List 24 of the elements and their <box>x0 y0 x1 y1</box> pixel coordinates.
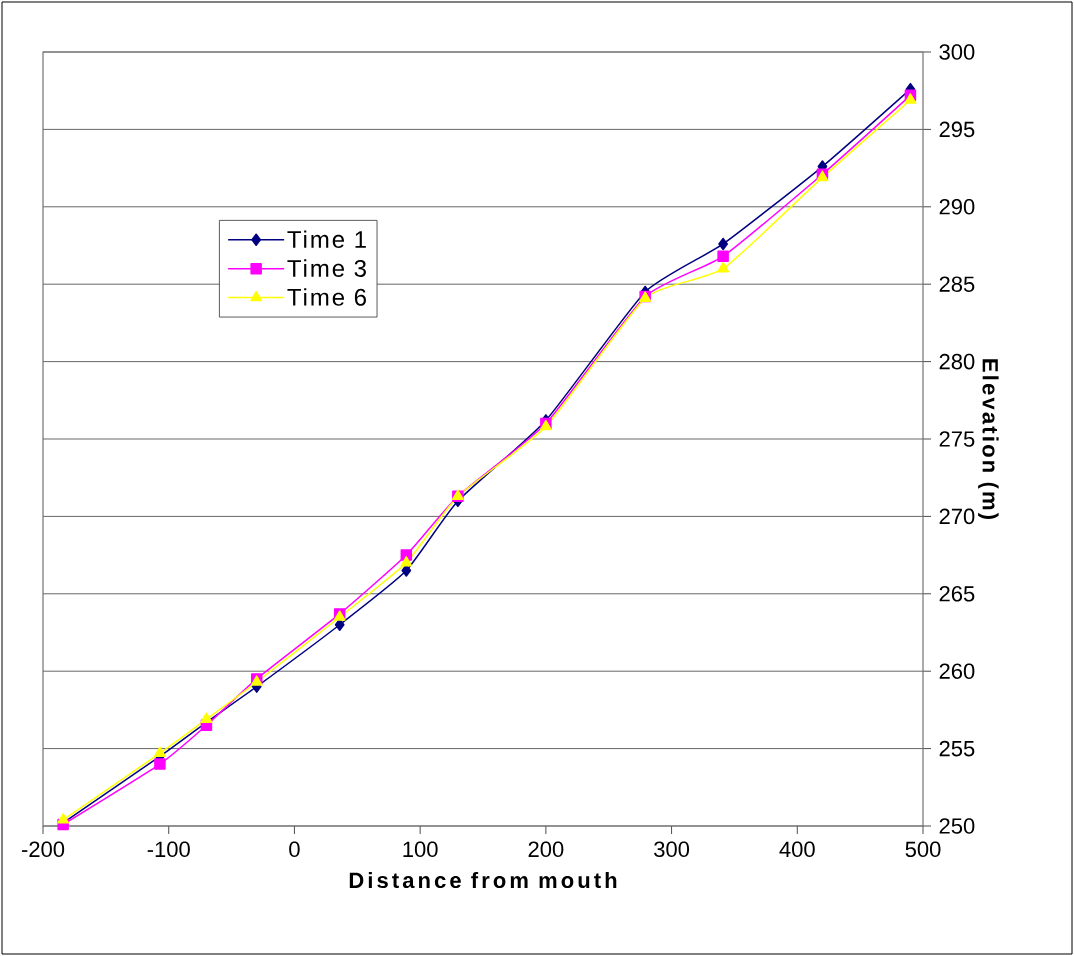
x-tick-label: 100 <box>403 841 438 858</box>
x-axis-title: Distance from mouth <box>349 871 617 889</box>
x-tick-label: 500 <box>905 841 941 858</box>
legend-label: Time 1 <box>287 230 366 248</box>
y-tick-label: 295 <box>939 121 975 138</box>
y-tick-label: 265 <box>939 585 975 602</box>
x-tick-label: 200 <box>528 841 564 858</box>
y-tick-label: 260 <box>939 663 975 679</box>
y-tick-label: 300 <box>939 44 975 60</box>
x-tick-label: 0 <box>289 841 300 858</box>
x-tick-label: -200 <box>21 841 65 858</box>
legend-label: Time 6 <box>287 288 366 306</box>
x-tick-label: 300 <box>654 841 690 858</box>
y-tick-label: 280 <box>939 353 975 370</box>
y-tick-label: 290 <box>939 199 975 215</box>
y-tick-label: 275 <box>939 431 975 447</box>
x-tick-label: -100 <box>147 841 190 858</box>
x-tick-label: 400 <box>779 841 815 858</box>
y-axis-title: Elevation (m) <box>978 359 999 520</box>
legend-label: Time 3 <box>287 259 366 277</box>
y-tick-label: 285 <box>939 276 975 292</box>
y-tick-label: 270 <box>939 508 975 525</box>
y-tick-label: 255 <box>939 740 975 757</box>
y-tick-label: 250 <box>939 818 975 834</box>
